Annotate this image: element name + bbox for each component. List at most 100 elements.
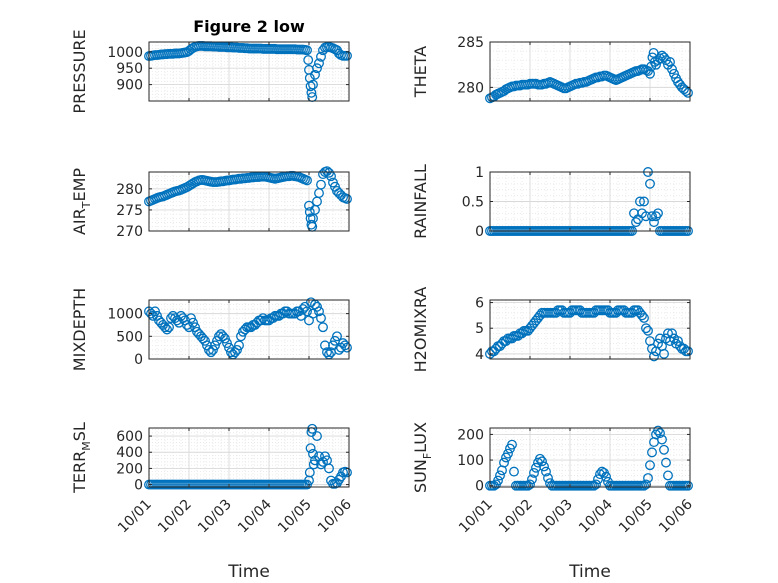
data-point [302,175,312,186]
subplot-air_temp: 270 275 280 AIRTEMP [70,166,352,240]
data-point [302,306,312,317]
data-point [302,45,312,56]
y-axis-label: TERRMSL [70,422,93,494]
data-point [643,325,653,336]
data-point [647,447,657,458]
data-point [651,211,661,222]
data-point [310,69,320,80]
y-axis-label: SUNFLUX [411,422,434,493]
data-point [637,310,647,321]
data-point [305,443,316,454]
series-markers [144,166,352,232]
y-label-subscript: M [80,441,93,451]
data-point [493,475,503,486]
data-point [312,431,322,442]
y-label-main: SUN [411,459,430,493]
data-point [601,471,611,482]
data-point [308,459,319,470]
data-point [316,313,326,324]
tick-marks [148,300,350,360]
data-point [495,470,505,481]
y-tick-label: 500 [116,329,143,345]
axes-box [148,299,350,360]
tick-marks [489,428,691,487]
data-point [308,448,318,459]
data-point [318,322,328,333]
data-point [342,342,352,353]
data-point [639,313,649,323]
data-point [232,344,242,355]
y-axis-label: RAINFALL [411,164,430,239]
data-point [645,460,655,471]
axes-box [489,41,691,102]
data-point [641,211,651,222]
data-point [150,306,160,317]
series-markers [144,423,352,490]
series-markers [144,297,352,360]
x-axis-label: Time [227,562,270,582]
y-axis-label: MIXDEPTH [70,288,89,371]
data-point [208,344,218,355]
data-point [683,87,693,98]
data-point [639,196,649,207]
data-point [210,340,220,351]
y-label-main: H2OMIXRA [411,287,430,373]
y-label-main: TERR [70,451,89,494]
data-point [525,479,535,490]
data-point [160,322,170,333]
subplot-rainfall: 0 0.5 1 RAINFALL [411,164,693,240]
y-tick-label: 400 [116,445,143,461]
y-tick-label: 5 [475,321,484,337]
data-point [631,217,641,228]
y-tick-label: 0 [475,224,484,240]
data-point [657,434,667,445]
tick-marks [489,41,691,101]
y-label-suffix: LUX [411,422,430,453]
y-tick-label: 600 [116,429,143,445]
data-point [305,81,316,92]
subplot-theta: 280 285 THETA [411,35,693,104]
data-point [304,207,315,217]
data-point [635,196,645,207]
data-point [645,68,655,79]
data-point [499,457,509,468]
data-point [164,322,174,333]
x-axis-label: Time [568,562,611,582]
data-point [663,470,673,481]
axes-box [489,299,691,360]
tick-marks [489,171,691,232]
data-point [655,428,665,439]
data-point [641,323,651,334]
y-tick-label: 6 [475,296,484,312]
y-tick-label: 900 [116,78,143,94]
data-point [661,457,671,468]
data-point [659,348,669,359]
y-tick-label: 280 [116,182,143,198]
y-tick-label: 0.5 [462,195,484,211]
data-point [314,306,324,317]
data-point [643,473,653,483]
data-point [186,313,196,324]
series-markers [144,40,352,103]
y-axis-label: PRESSURE [70,29,89,113]
y-tick-label: 1 [475,165,484,181]
data-point [188,317,198,328]
tick-marks [148,42,350,101]
axes-box [148,171,350,232]
tick-marks [148,172,350,232]
axes-box [148,41,350,102]
data-point [308,79,318,90]
tick-marks [489,300,691,359]
data-point [659,444,669,455]
data-point [332,331,342,342]
y-label-subscript: F [421,453,434,459]
axes-box [489,427,691,488]
data-point [226,347,236,358]
data-point [535,453,545,464]
data-point [316,179,326,190]
y-label-subscript: T [80,201,93,209]
data-point [316,51,326,62]
data-point [683,346,693,357]
data-point [645,178,655,189]
